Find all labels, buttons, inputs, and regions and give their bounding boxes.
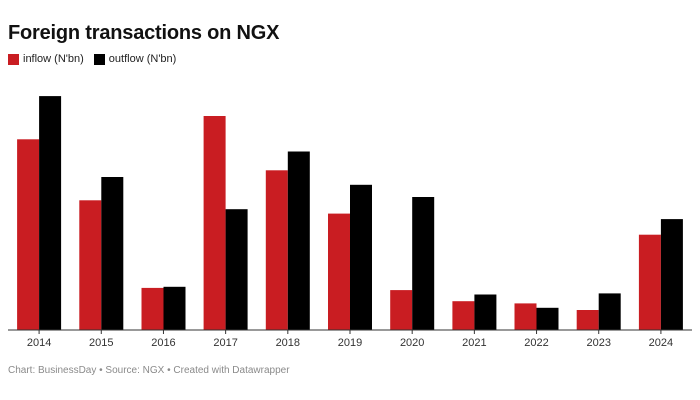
bar-outflow-2016 [163,286,186,330]
legend-label-inflow: inflow (N'bn) [23,53,84,65]
bar-outflow-2014 [39,96,62,330]
legend: inflow (N'bn) outflow (N'bn) [8,53,176,65]
x-tick-label-2019: 2019 [338,337,362,349]
bar-inflow-2023 [576,310,599,330]
chart-footer: Chart: BusinessDay • Source: NGX • Creat… [8,365,290,376]
x-tick-label-2017: 2017 [213,337,237,349]
legend-label-outflow: outflow (N'bn) [108,53,177,65]
bar-inflow-2020 [390,290,413,330]
legend-swatch-inflow [8,53,19,65]
x-tick-label-2024: 2024 [649,337,673,349]
legend-item-outflow: outflow (N'bn) [93,53,177,65]
x-tick-label-2020: 2020 [400,337,424,349]
x-tick-label-2014: 2014 [27,337,51,349]
bar-outflow-2017 [225,209,248,330]
x-tick-label-2023: 2023 [586,337,610,349]
bar-outflow-2024 [660,219,683,330]
bar-outflow-2022 [536,307,559,330]
legend-swatch-outflow [93,53,105,65]
bar-inflow-2019 [328,213,350,330]
bar-outflow-2019 [350,184,372,330]
bar-inflow-2024 [638,234,661,330]
bar-inflow-2014 [17,139,40,330]
chart-title: Foreign transactions on NGX [8,22,280,44]
x-tick-label-2022: 2022 [524,337,548,349]
bar-outflow-2020 [412,197,435,330]
bar-inflow-2017 [203,116,226,330]
bar-inflow-2018 [265,170,288,330]
x-tick-label-2015: 2015 [89,337,113,349]
bar-inflow-2015 [79,200,102,330]
bar-outflow-2021 [474,294,497,330]
x-tick-label-2018: 2018 [276,337,300,349]
bar-inflow-2022 [514,303,537,330]
bar-outflow-2023 [598,293,621,330]
legend-item-inflow: inflow (N'bn) [8,53,84,65]
bar-inflow-2016 [141,287,164,330]
bar-inflow-2021 [452,301,475,330]
x-tick-label-2021: 2021 [462,337,486,349]
bar-outflow-2015 [101,177,124,330]
bar-outflow-2018 [287,151,310,330]
x-tick-label-2016: 2016 [151,337,175,349]
